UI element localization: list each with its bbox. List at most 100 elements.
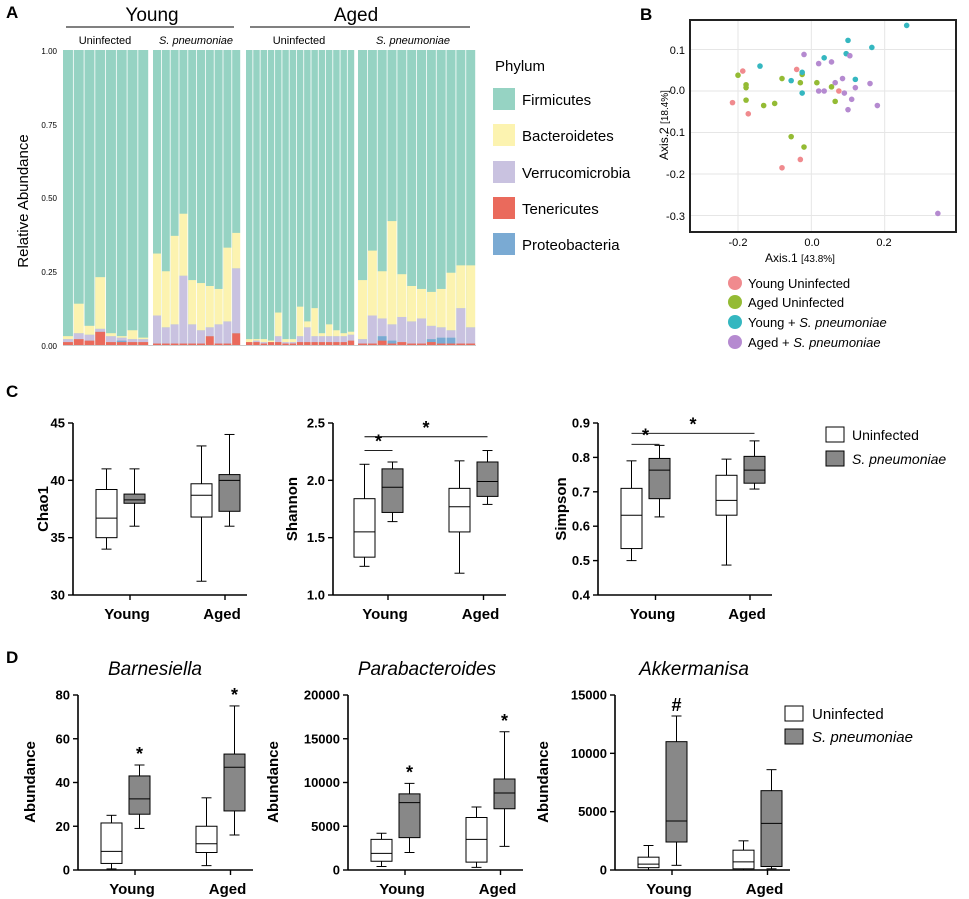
legend-swatch-firmicutes: [493, 88, 515, 110]
y-tick-label: 0: [333, 863, 340, 878]
bar-segment-firmicutes: [377, 50, 388, 345]
bar-segment-bacteroidetes: [260, 339, 268, 343]
bar-segment-proteobacteria: [426, 339, 437, 343]
bar-segment-bacteroidetes: [318, 333, 326, 337]
bar-segment-tenericutes: [275, 342, 283, 345]
bar-segment-tenericutes: [106, 342, 117, 345]
pcoa-ytick: -0.1: [666, 127, 685, 139]
bar-segment-bacteroidetes: [214, 288, 224, 325]
bar-segment-bacteroidetes: [456, 265, 467, 309]
significance-marker: *: [501, 711, 508, 731]
barnesiella-boxplot: Barnesiella Abundance 0 20 40 60 80 Young Aged * *: [22, 659, 253, 898]
bar-segment-firmicutes: [246, 50, 254, 345]
y-tick-label: 40: [51, 473, 65, 488]
legend-spn-label: S. pneumoniae: [812, 729, 913, 746]
boxplot-ylabel: Abundance: [265, 741, 282, 823]
bar-segment-bacteroidetes: [84, 325, 96, 335]
pcoa-ytick: 0.0: [670, 85, 685, 97]
bar-segment-tenericutes: [153, 343, 162, 345]
bar-segment-verrucomicrobia: [446, 330, 457, 338]
legend-label-proteobacteria: Proteobacteria: [522, 237, 620, 254]
y-tick-label: 20000: [304, 688, 340, 703]
bar-segment-firmicutes: [138, 50, 149, 345]
point-aged-uninfected: [828, 84, 835, 90]
bar-segment-verrucomicrobia: [397, 316, 408, 343]
bar-segment-tenericutes: [387, 343, 398, 345]
bar-segment-verrucomicrobia: [275, 336, 283, 343]
bar-segment-bacteroidetes: [340, 333, 348, 337]
legend-uninfected-label: Uninfected: [812, 706, 884, 723]
bar-segment-firmicutes: [325, 50, 334, 345]
pcoa-points: [729, 22, 941, 217]
bar-segment-verrucomicrobia: [232, 268, 241, 334]
panel-label-a: A: [6, 3, 18, 22]
bar-segment-firmicutes: [446, 50, 457, 345]
bar-segment-bacteroidetes: [253, 339, 261, 341]
bar-segment-bacteroidetes: [95, 277, 106, 329]
bar-segment-tenericutes: [63, 342, 74, 345]
bar-segment-bacteroidetes: [197, 283, 206, 331]
bar-segment-bacteroidetes: [407, 286, 417, 322]
bar-segment-firmicutes: [214, 50, 224, 345]
point-young-uninfected: [793, 66, 800, 73]
bar-segment-tenericutes: [253, 342, 261, 345]
pcoa-frame: [689, 19, 957, 233]
bar-segment-firmicutes: [205, 50, 215, 345]
bar-segment-bacteroidetes: [377, 271, 388, 319]
point-aged-spn: [847, 52, 853, 59]
bar-segment-verrucomicrobia: [188, 324, 197, 344]
y-tick-label: 60: [56, 731, 70, 746]
bar-segment-bacteroidetes: [333, 330, 341, 337]
bar-segment-firmicutes: [84, 50, 96, 345]
bar-segment-proteobacteria: [377, 336, 388, 341]
box-spn: [493, 778, 516, 810]
point-aged-uninfected: [779, 75, 785, 82]
aged-spn-label: S. pneumoniae: [376, 35, 450, 47]
pcoa-ytick: -0.2: [666, 169, 685, 181]
bar-segment-proteobacteria: [116, 340, 128, 343]
bar-segment-tenericutes: [318, 342, 326, 345]
bar-segment-verrucomicrobia: [407, 321, 417, 344]
bar-segment-firmicutes: [426, 50, 437, 345]
point-aged-uninfected: [832, 98, 838, 105]
bar-segment-firmicutes: [358, 50, 368, 345]
bar-segment-bacteroidetes: [63, 336, 74, 340]
significance-marker: *: [231, 685, 238, 705]
group-young-label: Young: [125, 5, 178, 26]
bar-segment-firmicutes: [466, 50, 476, 345]
point-aged-spn: [821, 88, 827, 94]
bar-segment-verrucomicrobia: [377, 318, 388, 337]
boxplot-ylabel: Simpson: [553, 477, 570, 540]
bar-segment-verrucomicrobia: [84, 334, 96, 341]
bar-segment-proteobacteria: [436, 337, 447, 344]
point-aged-spn: [874, 102, 881, 109]
young-spn-label: S. pneumoniae: [159, 35, 233, 47]
boxplot-title: Akkermanisa: [638, 659, 749, 680]
point-young-spn: [799, 69, 805, 76]
bar-segment-bacteroidetes: [170, 235, 180, 325]
y-tick-label: 45: [51, 416, 65, 431]
boxplot-ylabel: Chao1: [35, 486, 52, 532]
y-tick-label: 0.6: [572, 519, 590, 534]
point-aged-spn: [935, 210, 941, 217]
y-tick-label: 0.9: [572, 416, 590, 431]
bar-segment-tenericutes: [358, 343, 368, 345]
bar-segment-tenericutes: [179, 343, 189, 345]
bar-segment-tenericutes: [161, 343, 171, 345]
y-tick-label: 30: [51, 588, 65, 603]
bar-segment-tenericutes: [188, 343, 197, 345]
box-uninfected: [620, 487, 643, 550]
y-tick-label: 2.0: [307, 473, 325, 488]
bar-segment-tenericutes: [333, 342, 341, 345]
bar-segment-bacteroidetes: [138, 337, 149, 340]
y-tick-label: 0.8: [572, 450, 590, 465]
significance-marker: *: [375, 432, 382, 452]
shannon-boxplot: Shannon 1.0 1.5 2.0 2.5 Young Aged * *: [284, 416, 506, 623]
legend-label-tenericutes: Tenericutes: [522, 201, 599, 218]
bar-segment-tenericutes: [377, 340, 388, 345]
boxplot-title: Barnesiella: [108, 659, 202, 680]
bar-segment-firmicutes: [333, 50, 341, 345]
point-young-uninfected: [729, 99, 736, 106]
legend-swatch-uninfected: [784, 705, 804, 722]
box-uninfected: [95, 489, 118, 539]
